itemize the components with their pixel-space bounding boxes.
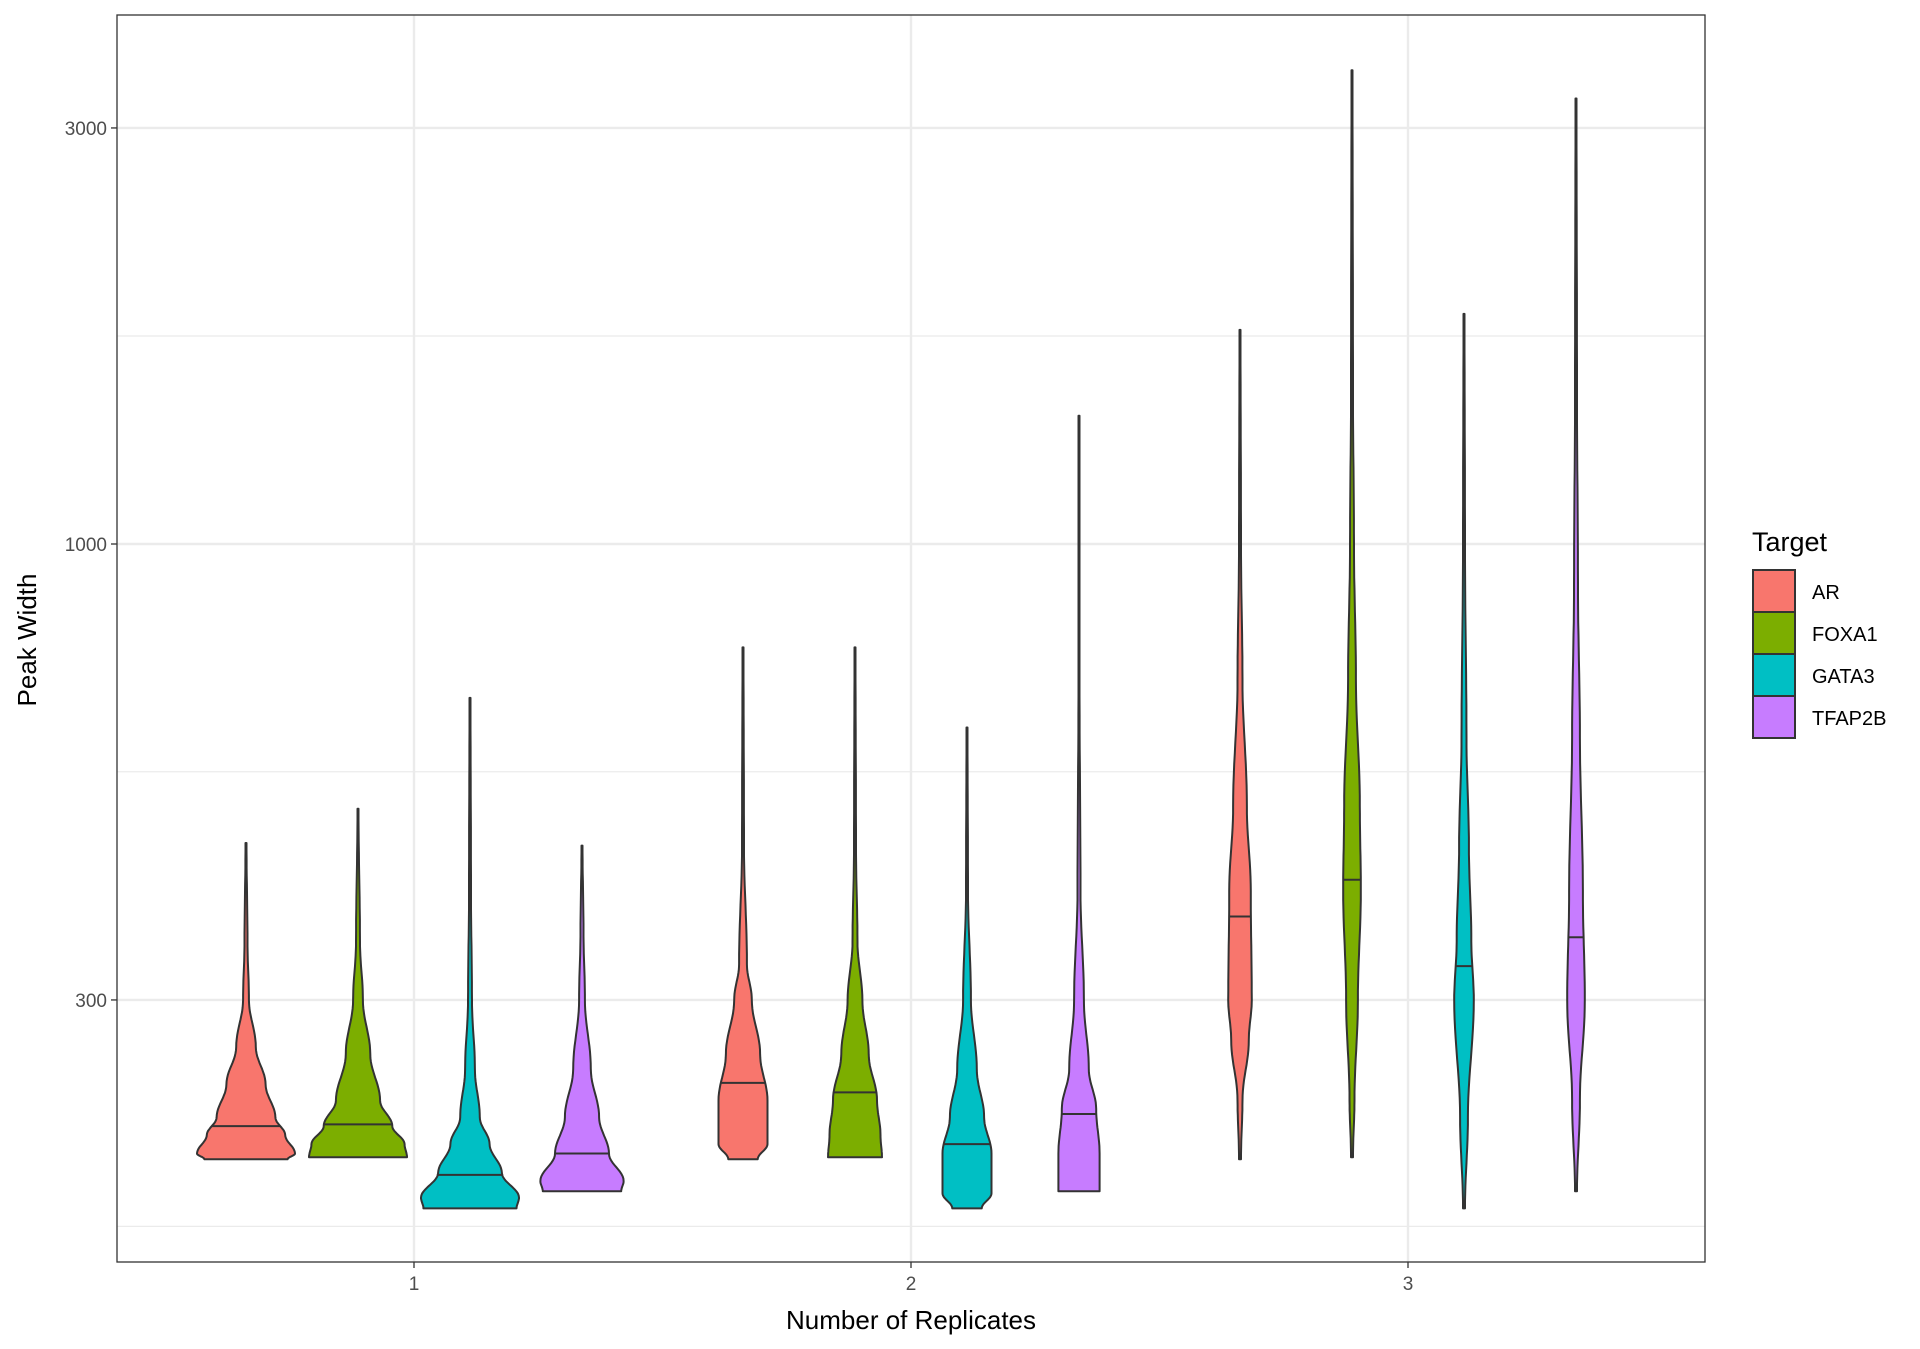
legend-key-ar: [1752, 569, 1796, 613]
violin-foxa1: [827, 646, 883, 1159]
y-axis-title: Peak Width: [12, 574, 42, 707]
violin-gata3: [420, 696, 520, 1210]
violin-foxa1: [1342, 69, 1362, 1159]
violin-tfap2b: [1057, 414, 1101, 1193]
axes: 300 1000 3000 1 2 3: [65, 119, 1414, 1295]
violin-ar: [717, 646, 769, 1161]
legend-label: TFAP2B: [1812, 708, 1886, 730]
legend-title: Target: [1752, 527, 1828, 557]
legend-key-foxa1: [1752, 611, 1796, 655]
violins: [196, 69, 1586, 1210]
x-axis-title: Number of Replicates: [786, 1305, 1036, 1335]
violin-gata3: [941, 726, 993, 1210]
legend-key-gata3: [1752, 653, 1796, 697]
x-tick-label: 3: [1403, 1274, 1414, 1295]
y-tick-label: 1000: [65, 535, 107, 556]
violin-ar: [196, 842, 296, 1161]
violin-tfap2b: [1566, 97, 1586, 1193]
violin-tfap2b: [539, 844, 625, 1193]
legend-key-tfap2b: [1752, 695, 1796, 739]
grid: [117, 15, 1705, 1262]
violin-gata3: [1453, 312, 1475, 1210]
legend-label: AR: [1812, 582, 1840, 604]
violin-ar: [1227, 328, 1253, 1161]
legend-label: GATA3: [1812, 666, 1875, 688]
legend-label: FOXA1: [1812, 624, 1878, 646]
y-tick-label: 300: [75, 991, 107, 1012]
x-tick-label: 2: [906, 1274, 917, 1295]
legend: Target AR FOXA1 GATA3 TFAP2B: [1752, 527, 1886, 739]
violin-foxa1: [308, 807, 408, 1159]
y-tick-label: 3000: [65, 119, 107, 140]
x-tick-label: 1: [409, 1274, 420, 1295]
